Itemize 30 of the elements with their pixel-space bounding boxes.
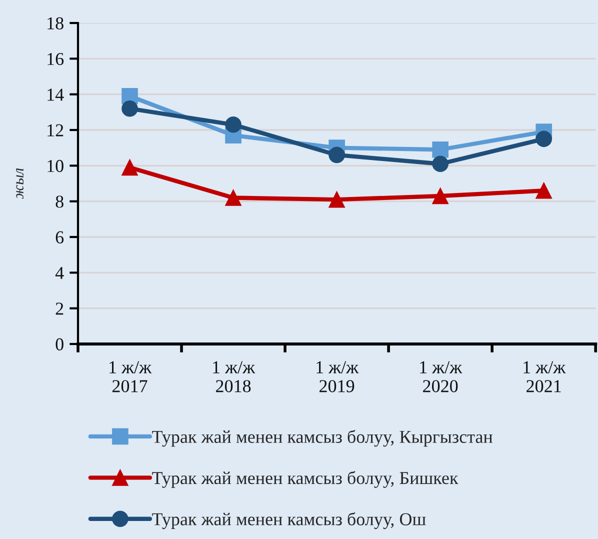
y-tick-label: 8 [56, 196, 64, 208]
y-tick-label: 2 [56, 302, 64, 315]
x-tick-label: 1 ж/ж 2019 [316, 361, 359, 392]
y-tick-label: 10 [48, 160, 64, 172]
y-tick-label: 4 [55, 267, 64, 279]
point [225, 116, 242, 133]
x-tick-label: 1 ж/ж 2017 [110, 361, 152, 392]
point [432, 156, 448, 172]
x-tick-label: 1 ж/ж 2021 [524, 361, 566, 392]
point [536, 130, 552, 148]
point [328, 146, 345, 164]
point [432, 188, 448, 204]
legend-label: Турак жай менен камсыз болуу, Ош [152, 512, 426, 530]
y-tick-label: 0 [56, 338, 64, 350]
x-tick-label: 1 ж/ж 2018 [213, 361, 256, 392]
point [122, 100, 138, 117]
point [225, 190, 242, 206]
y-tick-label: 14 [48, 88, 64, 101]
legend-label: Турак жай менен камсыз болуу, Бишкек [152, 471, 458, 488]
y-axis-title: жыл [16, 168, 24, 199]
x-tick-label: 1 ж/ж 2020 [420, 361, 462, 392]
y-tick-label: 12 [48, 124, 64, 136]
point [536, 182, 552, 199]
y-tick-label: 16 [48, 52, 64, 66]
point [328, 191, 345, 208]
point [432, 141, 448, 158]
y-tick-label: 18 [48, 17, 64, 30]
y-tick-label: 6 [56, 231, 64, 244]
legend-label: Турак жай менен камсыз болуу, Кыргызстан [152, 430, 492, 447]
point [122, 159, 138, 176]
